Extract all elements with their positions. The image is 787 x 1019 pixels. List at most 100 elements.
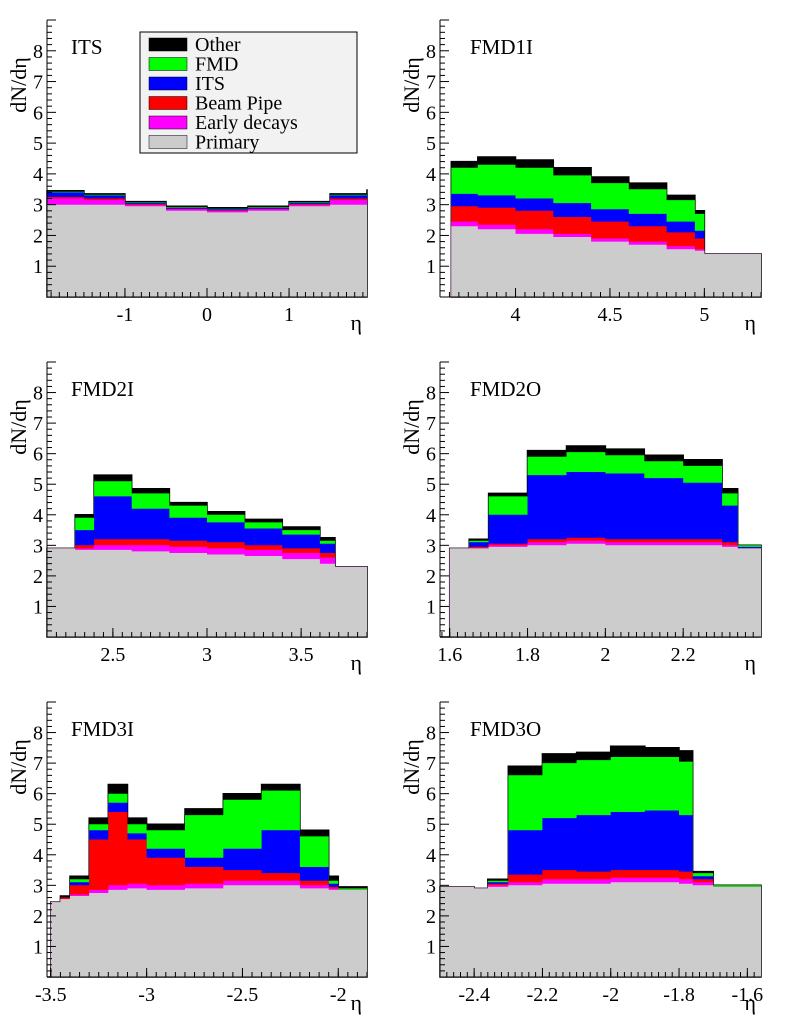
y-tick-label: 6 xyxy=(33,784,43,806)
y-tick-label: 7 xyxy=(426,72,436,94)
y-tick-label: 4 xyxy=(33,505,43,527)
y-tick-label: 8 xyxy=(426,723,436,745)
series-primary xyxy=(440,543,761,637)
x-tick-label: 1.8 xyxy=(515,644,540,666)
series-primary xyxy=(440,882,761,977)
panel-title: FMD3I xyxy=(71,717,134,741)
x-tick-label: -2.2 xyxy=(527,984,559,1006)
x-tick-label: 1.6 xyxy=(437,644,462,666)
y-tick-label: 2 xyxy=(426,906,436,928)
y-tick-label: 5 xyxy=(426,474,436,496)
x-tick-label: 4.5 xyxy=(597,304,622,326)
y-tick-label: 1 xyxy=(33,596,43,618)
x-tick-label: -3.5 xyxy=(35,984,67,1006)
y-tick-label: 1 xyxy=(426,256,436,278)
x-tick-label: 4 xyxy=(511,304,521,326)
y-tick-label: 6 xyxy=(33,444,43,466)
x-tick-label: -1.8 xyxy=(663,984,695,1006)
y-tick-label: 3 xyxy=(426,875,436,897)
x-tick-label: -2.4 xyxy=(458,984,490,1006)
x-tick-label: -2 xyxy=(602,984,619,1006)
legend-swatch-beam-pipe xyxy=(148,96,188,110)
series-primary xyxy=(47,548,367,637)
x-axis-label: η xyxy=(744,310,756,335)
y-tick-label: 2 xyxy=(33,225,43,247)
legend-label-beam-pipe: Beam Pipe xyxy=(195,93,282,115)
y-axis-label: dN/dη xyxy=(399,57,424,113)
panel-title: FMD1I xyxy=(470,35,533,59)
series-primary xyxy=(47,885,367,977)
y-tick-label: 4 xyxy=(426,164,436,186)
x-tick-label: 2 xyxy=(600,644,610,666)
x-tick-label: 0 xyxy=(202,304,212,326)
x-axis-label: η xyxy=(744,650,756,675)
panel-fmd3o: 1 2 3 4 5 6 7 8 -2.4 -2.2 -2 -1.8 -1.6η dN/dη FMD3O xyxy=(399,701,763,1015)
y-tick-label: 3 xyxy=(33,195,43,217)
y-tick-label: 6 xyxy=(426,784,436,806)
y-tick-label: 4 xyxy=(33,164,43,186)
y-tick-label: 4 xyxy=(33,845,43,867)
y-tick-label: 7 xyxy=(33,753,43,775)
x-tick-label: 3 xyxy=(202,644,212,666)
y-tick-label: 8 xyxy=(426,383,436,405)
y-tick-label: 1 xyxy=(426,596,436,618)
y-tick-label: 7 xyxy=(426,413,436,435)
x-axis-label: η xyxy=(350,650,362,675)
y-tick-label: 5 xyxy=(33,814,43,836)
legend-swatch-its xyxy=(148,76,188,91)
y-tick-label: 8 xyxy=(33,723,43,745)
x-tick-label: -1 xyxy=(117,304,134,326)
x-axis-label: η xyxy=(744,990,756,1015)
y-tick-label: 2 xyxy=(33,906,43,928)
panel-title: FMD2O xyxy=(470,377,541,401)
panel-fmd1i: 1 2 3 4 5 6 7 8 4 4.5 5 η dN/dη FMD1I xyxy=(399,19,762,335)
y-tick-label: 4 xyxy=(426,505,436,527)
y-tick-label: 2 xyxy=(426,566,436,588)
y-tick-label: 3 xyxy=(426,535,436,557)
y-tick-label: 7 xyxy=(33,413,43,435)
y-tick-label: 3 xyxy=(33,535,43,557)
y-tick-label: 7 xyxy=(33,72,43,94)
x-tick-label: 2.5 xyxy=(100,644,125,666)
y-tick-label: 2 xyxy=(426,225,436,247)
y-tick-label: 6 xyxy=(426,102,436,124)
panel-title: ITS xyxy=(71,35,103,59)
panel-title: FMD3O xyxy=(470,717,541,741)
panel-title: FMD2I xyxy=(71,377,134,401)
panel-its: 1 2 3 4 5 6 7 8 -1 0 1 η dN/dη ITS xyxy=(6,19,368,335)
legend-swatch-fmd xyxy=(148,57,188,71)
x-tick-label: -2 xyxy=(330,984,347,1006)
y-tick-label: 5 xyxy=(426,814,436,836)
y-tick-label: 2 xyxy=(33,566,43,588)
x-tick-label: 1 xyxy=(284,304,294,326)
y-tick-label: 8 xyxy=(33,383,43,405)
y-tick-label: 1 xyxy=(33,936,43,958)
x-axis-label: η xyxy=(350,990,362,1015)
legend-label-other: Other xyxy=(195,34,241,56)
y-tick-label: 5 xyxy=(33,474,43,496)
legend-label-its: ITS xyxy=(195,73,225,95)
y-tick-label: 8 xyxy=(426,41,436,63)
y-tick-label: 3 xyxy=(426,195,436,217)
y-tick-label: 5 xyxy=(33,133,43,155)
y-tick-label: 7 xyxy=(426,753,436,775)
legend-label-fmd: FMD xyxy=(195,54,238,76)
y-tick-label: 3 xyxy=(33,875,43,897)
legend-swatch-early-decays xyxy=(148,115,188,130)
x-tick-label: 5 xyxy=(699,304,709,326)
legend-box xyxy=(139,31,358,154)
y-axis-label: dN/dη xyxy=(6,57,31,113)
panel-fmd2i: 1 2 3 4 5 6 7 8 2.5 3 3.5 η dN/dη FMD2I xyxy=(6,361,368,675)
y-tick-label: 1 xyxy=(33,256,43,278)
x-tick-label: 2.2 xyxy=(671,644,696,666)
legend-swatch-primary xyxy=(148,135,188,149)
x-tick-label: -2.5 xyxy=(227,984,259,1006)
series-primary xyxy=(47,204,367,297)
y-tick-label: 6 xyxy=(426,444,436,466)
x-tick-label: -3 xyxy=(138,984,155,1006)
y-tick-label: 6 xyxy=(33,102,43,124)
x-axis-label: η xyxy=(350,310,362,335)
y-tick-label: 1 xyxy=(426,936,436,958)
y-tick-label: 8 xyxy=(33,41,43,63)
